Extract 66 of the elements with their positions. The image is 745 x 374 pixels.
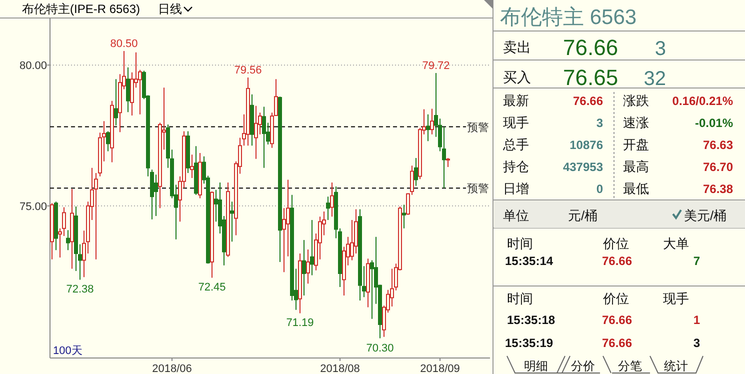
annotation: 72.45 bbox=[198, 282, 226, 294]
text: 15:35:14 bbox=[505, 254, 554, 268]
text: 最新 bbox=[503, 93, 529, 108]
text: 76.66 bbox=[563, 35, 618, 60]
text: 76.66 bbox=[572, 94, 604, 108]
text: 速涨 bbox=[623, 115, 649, 130]
text: 单位 bbox=[503, 208, 529, 223]
chart-title: 布伦特主(IPE-R 6563) bbox=[22, 2, 140, 16]
text: 分价 bbox=[571, 359, 595, 373]
text: -0.01% bbox=[694, 116, 734, 130]
text: 15:35:18 bbox=[507, 313, 556, 327]
text: 卖出 bbox=[503, 39, 531, 55]
text: 总手 bbox=[502, 137, 529, 152]
text: 价位 bbox=[602, 236, 629, 251]
annotation: 71.19 bbox=[286, 317, 314, 330]
text: 76.66 bbox=[602, 254, 632, 268]
text: 持仓 bbox=[503, 159, 529, 174]
annotation: 70.30 bbox=[366, 342, 394, 354]
text: 3 bbox=[654, 38, 666, 60]
annotation: 80.50 bbox=[110, 38, 138, 50]
text: 元/桶 bbox=[568, 208, 598, 223]
annotation: 100天 bbox=[53, 345, 82, 357]
text: 76.38 bbox=[702, 182, 734, 196]
text: 0.16/0.21% bbox=[672, 94, 734, 108]
text: 76.66 bbox=[602, 313, 632, 327]
annotation: 79.72 bbox=[422, 60, 450, 72]
text: 明细 bbox=[524, 359, 548, 373]
annotation: 79.56 bbox=[234, 64, 262, 76]
annotation: 72.38 bbox=[66, 284, 94, 296]
y-tick-label: 75.00 bbox=[19, 200, 47, 213]
text: 76.65 bbox=[563, 65, 618, 90]
text: 分笔 bbox=[618, 359, 642, 373]
chart-subtitle: 日线 bbox=[158, 2, 182, 16]
text: 涨跌 bbox=[623, 93, 649, 108]
x-tick-label: 2018/06 bbox=[152, 363, 192, 374]
ref-line-label: 预警 bbox=[467, 183, 489, 196]
x-tick-label: 2018/09 bbox=[420, 363, 460, 374]
text: 现手 bbox=[663, 291, 689, 306]
text: 布伦特主 6563 bbox=[500, 6, 637, 29]
text: 价位 bbox=[602, 291, 629, 306]
text: 3 bbox=[693, 336, 700, 350]
text: 最低 bbox=[623, 181, 649, 196]
x-tick-label: 2018/08 bbox=[320, 363, 360, 374]
text: 日增 bbox=[503, 181, 529, 196]
text: 大单 bbox=[663, 236, 689, 251]
text: 10876 bbox=[570, 138, 604, 152]
text: 开盘 bbox=[623, 137, 649, 152]
text: 76.63 bbox=[702, 138, 734, 152]
text: 76.66 bbox=[602, 336, 632, 350]
ref-line-label: 预警 bbox=[467, 122, 489, 134]
y-tick-label: 80.00 bbox=[19, 60, 47, 72]
text: 最高 bbox=[623, 159, 649, 174]
text: 买入 bbox=[503, 69, 531, 85]
text: 现手 bbox=[503, 115, 529, 130]
text: 1 bbox=[693, 313, 700, 327]
text: 15:35:19 bbox=[505, 336, 554, 350]
text: 时间 bbox=[507, 291, 533, 306]
text: 32 bbox=[644, 68, 666, 90]
text: 7 bbox=[693, 254, 700, 268]
text: 3 bbox=[596, 116, 604, 130]
text: 437953 bbox=[562, 160, 604, 174]
text: 统计 bbox=[664, 359, 688, 373]
text: 76.70 bbox=[702, 160, 734, 174]
text: 0 bbox=[596, 182, 604, 196]
text: 美元/桶 bbox=[684, 208, 727, 223]
text: 时间 bbox=[507, 236, 533, 251]
